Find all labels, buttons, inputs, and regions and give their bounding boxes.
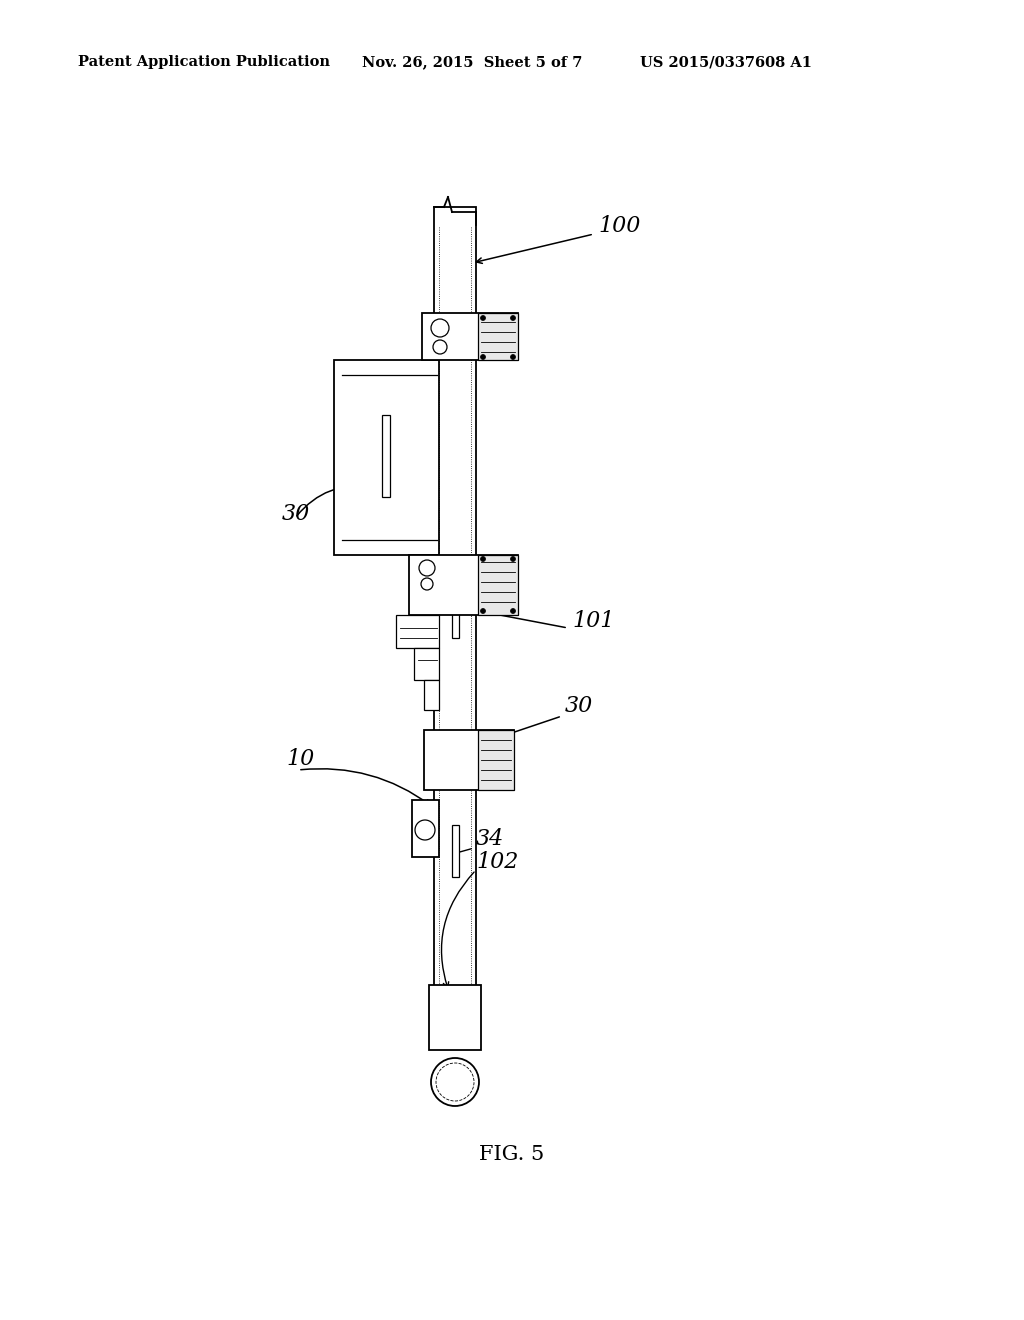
Bar: [396, 615, 439, 648]
Bar: [409, 554, 518, 615]
Circle shape: [433, 341, 447, 354]
Bar: [478, 313, 518, 360]
Circle shape: [480, 355, 485, 359]
Text: 102: 102: [476, 851, 518, 873]
Text: 101: 101: [572, 610, 614, 632]
Circle shape: [480, 609, 485, 614]
Text: 30: 30: [565, 696, 593, 717]
Circle shape: [511, 355, 515, 359]
Ellipse shape: [431, 1059, 479, 1106]
Bar: [334, 360, 439, 554]
Bar: [412, 800, 439, 857]
Bar: [434, 207, 476, 990]
Bar: [478, 554, 518, 615]
Circle shape: [480, 557, 485, 561]
Bar: [452, 579, 459, 638]
Circle shape: [511, 315, 515, 321]
Bar: [414, 648, 439, 680]
Bar: [429, 985, 481, 1049]
Bar: [452, 825, 459, 876]
Text: Patent Application Publication: Patent Application Publication: [78, 55, 330, 69]
Circle shape: [415, 820, 435, 840]
Bar: [478, 730, 514, 789]
Bar: [424, 680, 439, 710]
Circle shape: [511, 557, 515, 561]
Bar: [382, 414, 390, 498]
Text: Nov. 26, 2015  Sheet 5 of 7: Nov. 26, 2015 Sheet 5 of 7: [362, 55, 583, 69]
Text: 34: 34: [476, 828, 504, 850]
Circle shape: [421, 578, 433, 590]
Ellipse shape: [436, 1063, 474, 1101]
Text: FIG. 5: FIG. 5: [479, 1146, 545, 1164]
Text: 30: 30: [282, 503, 310, 525]
Text: US 2015/0337608 A1: US 2015/0337608 A1: [640, 55, 812, 69]
Circle shape: [419, 560, 435, 576]
Text: 10: 10: [286, 748, 314, 770]
Text: 100: 100: [598, 215, 640, 238]
Bar: [424, 730, 514, 789]
Bar: [422, 313, 518, 360]
Circle shape: [431, 319, 449, 337]
Circle shape: [511, 609, 515, 614]
Circle shape: [480, 315, 485, 321]
